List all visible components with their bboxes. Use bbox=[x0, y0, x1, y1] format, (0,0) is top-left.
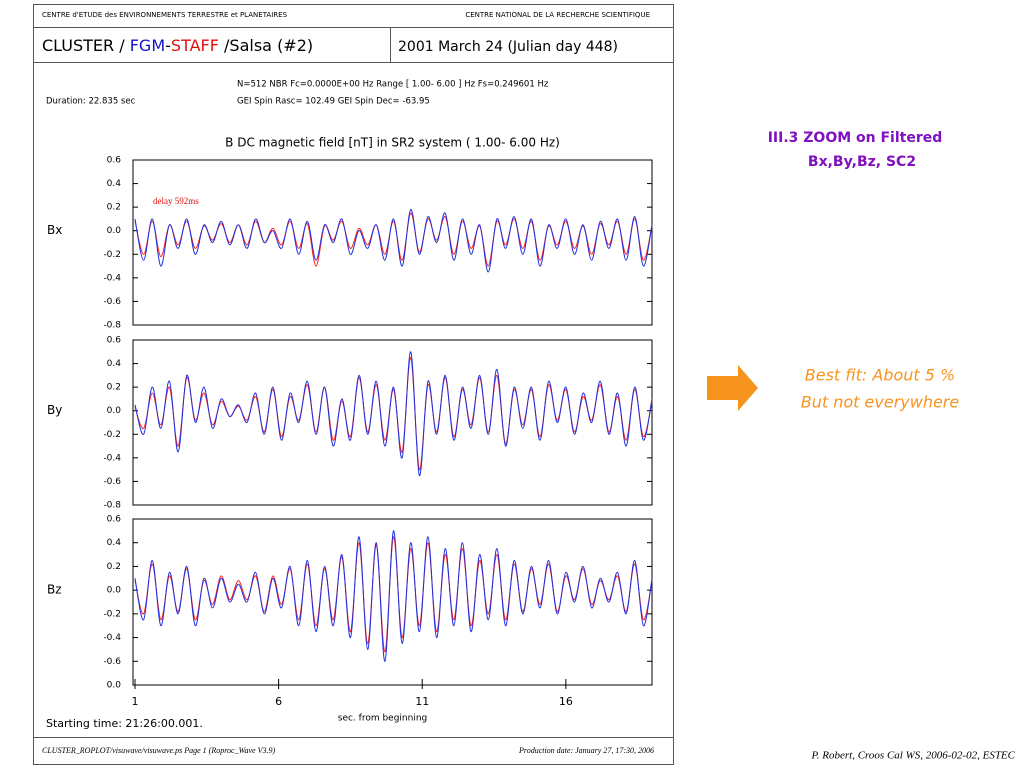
y-axis-label: By bbox=[47, 403, 62, 417]
series-line bbox=[134, 536, 653, 653]
y-tick-label: 0.4 bbox=[107, 538, 122, 548]
slide-note: But not everywhere bbox=[801, 393, 960, 412]
y-tick-label: 0.2 bbox=[107, 383, 121, 393]
header-left: CENTRE d'ETUDE des ENVIRONNEMENTS TERRES… bbox=[42, 11, 288, 19]
title-part: CLUSTER / bbox=[42, 36, 130, 55]
x-axis-label: sec. from beginning bbox=[338, 714, 428, 724]
info-line: N=512 NBR Fc=0.0000E+00 Hz Range [ 1.00-… bbox=[237, 80, 549, 90]
y-axis-label: Bz bbox=[47, 583, 62, 597]
y-tick-label: 0.6 bbox=[107, 336, 122, 346]
series-line bbox=[134, 208, 653, 273]
y-tick-label: -0.2 bbox=[103, 430, 121, 440]
title: CLUSTER / FGM-STAFF /Salsa (#2) bbox=[42, 36, 313, 55]
chart-title: B DC magnetic field [nT] in SR2 system (… bbox=[225, 136, 560, 150]
y-tick-label: -0.2 bbox=[103, 250, 121, 260]
y-tick-label: 0.2 bbox=[107, 203, 121, 213]
series-line bbox=[134, 212, 653, 267]
y-tick-label: 0.0 bbox=[107, 586, 122, 596]
header-right: CENTRE NATIONAL DE LA RECHERCHE SCIENTIF… bbox=[465, 11, 650, 19]
y-axis-label: Bx bbox=[47, 223, 62, 237]
y-tick-label: 0.2 bbox=[107, 562, 121, 572]
arrow bbox=[707, 365, 758, 411]
plot-frame bbox=[132, 518, 653, 686]
y-tick-label: -0.6 bbox=[103, 657, 121, 667]
slide-heading: Bx,By,Bz, SC2 bbox=[808, 154, 916, 170]
y-tick-label: -0.6 bbox=[103, 297, 121, 307]
title-part: STAFF bbox=[171, 36, 219, 55]
date: 2001 March 24 (Julian day 448) bbox=[398, 39, 618, 55]
footer-left: CLUSTER_ROPLOT/visuwave/visuwave.ps Page… bbox=[42, 746, 275, 755]
y-tick-label: 0.6 bbox=[107, 515, 122, 525]
annotation: delay 592ms bbox=[153, 196, 199, 206]
y-tick-label: 0.0 bbox=[107, 681, 122, 691]
starting-time: Starting time: 21:26:00.001. bbox=[46, 717, 203, 730]
plot-frame bbox=[132, 339, 653, 506]
title-part: /Salsa (#2) bbox=[219, 36, 313, 55]
y-tick-label: 0.0 bbox=[107, 226, 122, 236]
series-line bbox=[134, 530, 653, 662]
slide-note: Best fit: About 5 % bbox=[805, 366, 955, 385]
info-line: GEI Spin Rasc= 102.49 GEI Spin Dec= -63.… bbox=[237, 97, 430, 107]
title-part: FGM bbox=[130, 36, 165, 55]
footer-right: Production date: January 27, 17:30, 2006 bbox=[518, 746, 654, 755]
title-part: - bbox=[165, 36, 171, 55]
x-tick-label: 6 bbox=[275, 695, 282, 708]
y-tick-label: 0.4 bbox=[107, 179, 122, 189]
y-tick-label: -0.6 bbox=[103, 477, 121, 487]
page-frame bbox=[33, 4, 674, 765]
series-line bbox=[134, 351, 653, 477]
series-line bbox=[134, 357, 653, 471]
y-tick-label: -0.4 bbox=[103, 273, 121, 283]
slide-heading: III.3 ZOOM on Filtered bbox=[768, 130, 943, 146]
plot-frame bbox=[132, 159, 653, 326]
y-tick-label: -0.4 bbox=[103, 633, 121, 643]
y-tick-label: 0.4 bbox=[107, 359, 122, 369]
y-tick-label: 0.0 bbox=[107, 406, 122, 416]
credit: P. Robert, Croos Cal WS, 2006-02-02, EST… bbox=[810, 750, 1015, 762]
x-tick-label: 11 bbox=[415, 695, 429, 708]
y-tick-label: -0.8 bbox=[103, 321, 121, 331]
y-tick-label: -0.8 bbox=[103, 501, 121, 511]
x-tick-label: 1 bbox=[132, 695, 139, 708]
duration: Duration: 22.835 sec bbox=[46, 97, 136, 107]
y-tick-label: -0.4 bbox=[103, 453, 121, 463]
y-tick-label: -0.2 bbox=[103, 609, 121, 619]
y-tick-label: 0.6 bbox=[107, 156, 122, 166]
x-tick-label: 16 bbox=[559, 695, 573, 708]
